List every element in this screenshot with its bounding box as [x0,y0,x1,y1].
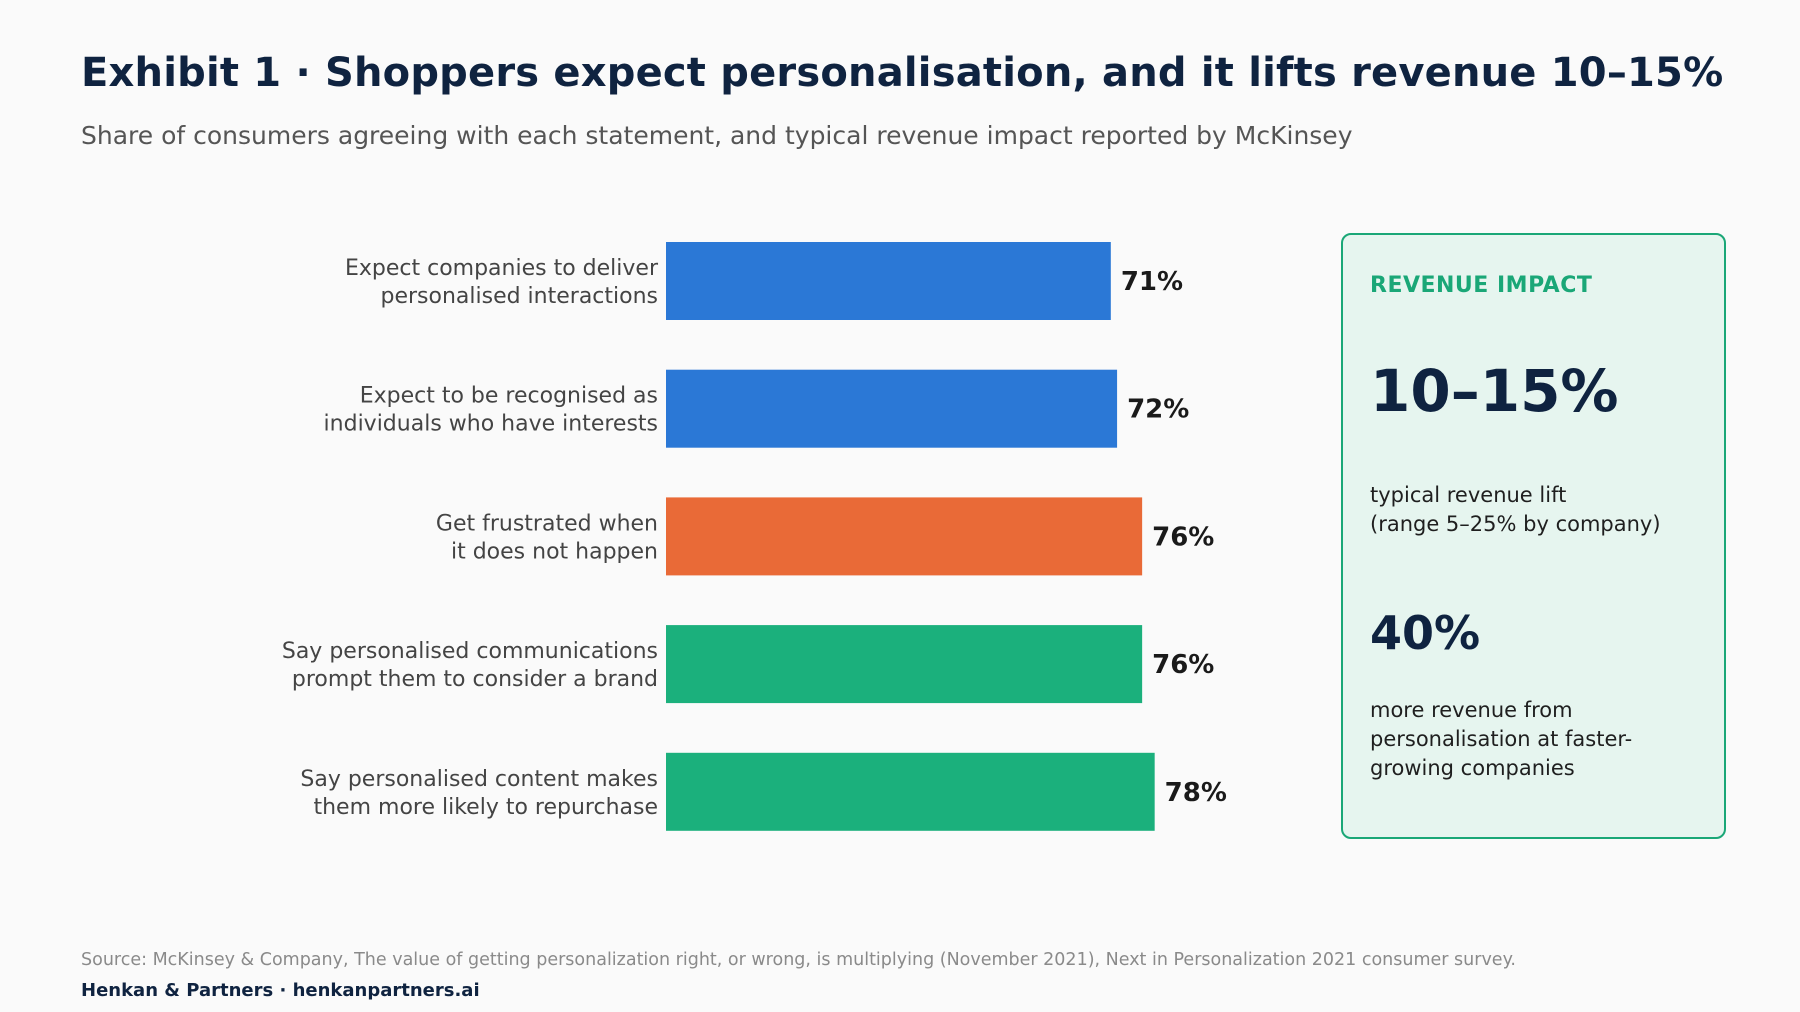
bar-2 [666,369,1118,448]
category-label-5-line-2: them more likely to repurchase [313,795,658,820]
category-label-2-line-2: individuals who have interests [324,412,658,437]
category-label-2-line-1: Expect to be recognised as [360,384,658,409]
bar-chart: 71% Expect companies to deliver personalis… [282,242,1227,831]
panel-heading: REVENUE IMPACT [1370,273,1593,298]
category-label-5-line-1: Say personalised content makes [300,767,658,792]
bar-5 [666,752,1155,831]
category-label-4-line-2: prompt them to consider a brand [292,667,658,692]
bar-value-label-5: 78% [1165,778,1227,808]
category-label-4-line-1: Say personalised communications [282,639,658,664]
faster-growth-description: more revenue from personalisation at fas… [1370,696,1632,783]
faster-growth-desc-line-2: personalisation at faster- [1370,727,1633,751]
bar-value-label-4: 76% [1152,650,1214,680]
faster-growth-desc-line-1: more revenue from [1370,698,1573,722]
revenue-lift-value: 10–15% [1370,357,1619,425]
category-label-3-line-2: it does not happen [451,539,658,564]
bar-4 [666,625,1143,704]
revenue-lift-description: typical revenue lift (range 5–25% by com… [1370,481,1661,539]
category-label-1-line-1: Expect companies to deliver [345,256,659,281]
revenue-lift-desc-line-1: typical revenue lift [1370,483,1567,507]
bar-value-label-1: 71% [1121,267,1183,297]
category-label-1-line-2: personalised interactions [380,284,658,309]
brand-footer: Henkan & Partners · henkanpartners.ai [81,980,480,1001]
revenue-lift-desc-line-2: (range 5–25% by company) [1370,512,1661,536]
chart-subtitle: Share of consumers agreeing with each st… [81,121,1353,150]
bar-3 [666,497,1143,576]
bar-value-label-3: 76% [1152,522,1214,552]
chart-title: Exhibit 1 · Shoppers expect personalisat… [81,50,1724,96]
source-note: Source: McKinsey & Company, The value of… [81,950,1516,970]
faster-growth-value: 40% [1370,606,1481,660]
bar-value-label-2: 72% [1127,395,1189,425]
faster-growth-desc-line-3: growing companies [1370,756,1575,780]
category-label-3-line-1: Get frustrated when [436,511,658,536]
bar-1 [666,242,1111,320]
revenue-impact-panel: REVENUE IMPACT 10–15% typical revenue li… [1341,233,1726,839]
